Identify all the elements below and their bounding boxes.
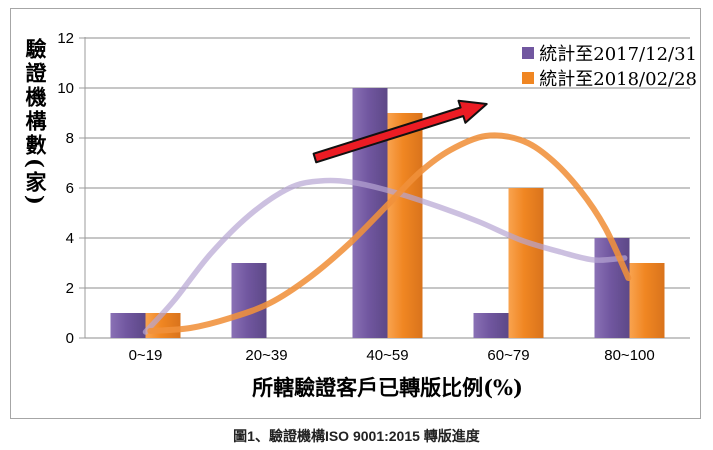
y-tick-label: 8 <box>66 130 74 147</box>
x-tick-label: 80~100 <box>604 347 654 364</box>
legend-swatch-series1 <box>522 47 535 59</box>
x-tick-label: 40~59 <box>366 347 408 364</box>
bar-series1-20~39 <box>231 263 267 338</box>
bar-series1-60~79 <box>473 313 509 338</box>
y-tick-label: 4 <box>66 230 74 247</box>
x-tick-label: 20~39 <box>245 347 287 364</box>
y-tick-label: 6 <box>66 180 74 197</box>
y-tick-label: 0 <box>66 330 74 347</box>
y-tick-label: 12 <box>57 30 74 47</box>
bar-series1-0~19 <box>110 313 146 338</box>
bar-series1-80~100 <box>594 238 630 338</box>
x-axis-title: 所轄驗證客戶已轉版比例(%) <box>252 375 523 400</box>
trend-arrow <box>312 99 488 164</box>
figure-caption: 圖1、驗證機構ISO 9001:2015 轉版進度 <box>233 428 480 444</box>
x-tick-label: 0~19 <box>129 347 163 364</box>
y-axis-title: 驗證機構數(家) <box>23 38 48 208</box>
legend: 統計至2017/12/31 統計至2018/02/28 <box>522 42 697 90</box>
trend-curve-series1 <box>142 177 628 335</box>
y-tick-label: 10 <box>57 80 74 97</box>
legend-swatch-series2 <box>522 72 535 84</box>
legend-item-series1: 統計至2017/12/31 <box>522 42 697 65</box>
legend-label-series1: 統計至2017/12/31 <box>539 44 697 65</box>
bar-series2-40~59 <box>387 113 423 338</box>
y-tick-label: 2 <box>66 280 74 297</box>
legend-item-series2: 統計至2018/02/28 <box>522 67 697 90</box>
trend-curve-series2 <box>147 132 632 334</box>
x-tick-label: 60~79 <box>487 347 529 364</box>
legend-label-series2: 統計至2018/02/28 <box>539 69 697 90</box>
bar-series2-60~79 <box>508 188 544 338</box>
bar-series2-80~100 <box>629 263 665 338</box>
